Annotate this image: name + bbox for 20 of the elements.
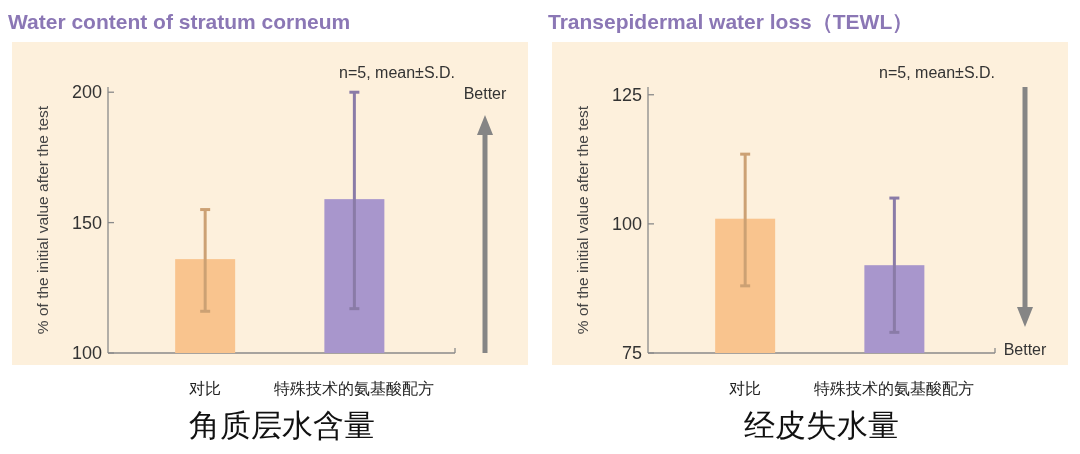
annotation: Better <box>463 84 507 102</box>
x-tick-label: 对比 <box>189 379 222 397</box>
annotation: n=5, mean±S.D. <box>879 63 995 81</box>
x-axis-title: 角质层水含量 <box>188 407 375 443</box>
x-tick-label: 特殊技术的氨基酸配方 <box>814 379 975 397</box>
title: Water content of stratum corneum <box>8 10 351 33</box>
y-tick-label: 75 <box>621 343 642 363</box>
y-tick-label: 100 <box>71 343 102 363</box>
x-axis-title: 经皮失水量 <box>744 407 899 443</box>
y-axis-title: % of the initial value after the test <box>33 105 51 335</box>
x-tick-label: 对比 <box>729 379 762 397</box>
annotation: n=5, mean±S.D. <box>339 63 455 81</box>
y-tick-label: 125 <box>611 84 642 105</box>
title: Transepidermal water loss（TEWL） <box>548 10 914 33</box>
y-tick-label: 200 <box>71 82 102 103</box>
y-axis-title: % of the initial value after the test <box>573 105 591 335</box>
x-tick-label: 特殊技术的氨基酸配方 <box>274 379 435 397</box>
y-tick-label: 100 <box>611 213 642 234</box>
annotation: Better <box>1003 340 1047 358</box>
y-tick-label: 150 <box>71 212 102 233</box>
